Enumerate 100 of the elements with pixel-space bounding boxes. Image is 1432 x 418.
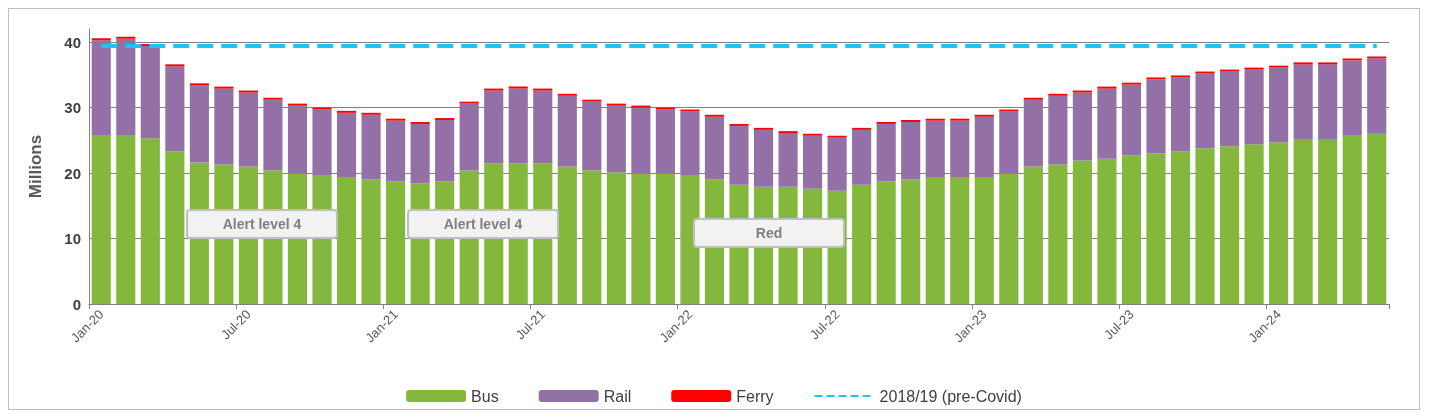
bar [803, 135, 823, 189]
y-tick-label: 0 [72, 295, 81, 313]
bar [1146, 153, 1166, 304]
bar [901, 179, 921, 304]
bar [974, 177, 994, 304]
bar [557, 166, 577, 304]
bar [459, 103, 479, 171]
bar [1244, 69, 1264, 145]
bar [1293, 64, 1313, 139]
bar [336, 177, 357, 304]
bar [999, 173, 1019, 304]
bar [1023, 99, 1043, 167]
bar [925, 177, 945, 304]
bar [1048, 95, 1068, 165]
bar [1342, 60, 1362, 136]
y-tick-label: 40 [64, 33, 81, 51]
bar [582, 101, 602, 171]
bar [1293, 139, 1313, 304]
bar [140, 138, 160, 304]
bar [410, 123, 430, 184]
annotation: Alert level 4 [222, 216, 302, 232]
bar [91, 135, 111, 304]
bar [165, 151, 185, 304]
legend-label: Bus [471, 387, 499, 405]
bar [116, 38, 136, 136]
annotation: Red [755, 225, 783, 241]
bar [1269, 142, 1289, 304]
bar [1367, 58, 1387, 134]
bar [508, 88, 528, 164]
bar [1367, 133, 1387, 304]
legend-label: 2018/19 (pre-Covid) [879, 387, 1022, 405]
bar [1146, 79, 1166, 154]
bar [1195, 148, 1215, 304]
bar [165, 66, 185, 152]
bar [1318, 64, 1338, 139]
bar [655, 173, 675, 304]
bar [606, 105, 626, 173]
bar [533, 90, 553, 164]
bar [1097, 158, 1117, 304]
bar [680, 175, 700, 304]
bar [950, 120, 970, 178]
bar [1048, 164, 1068, 304]
y-axis-title: Millions [26, 134, 45, 199]
bar [361, 179, 381, 304]
bar [238, 92, 258, 167]
bar [263, 99, 283, 171]
bar [631, 173, 651, 304]
y-tick-label: 10 [64, 230, 81, 248]
bar [1318, 139, 1338, 304]
bar [1170, 151, 1191, 304]
bar [729, 125, 749, 185]
bar [386, 120, 406, 182]
bar [361, 114, 381, 180]
bar [1170, 77, 1191, 152]
bar [1269, 67, 1289, 143]
bar [557, 95, 577, 167]
bar [1023, 166, 1043, 304]
bar [484, 90, 504, 164]
bar [925, 120, 945, 178]
y-tick-label: 30 [64, 99, 81, 117]
legend-label: Ferry [736, 387, 774, 405]
y-tick-label: 20 [64, 164, 81, 182]
bar [312, 109, 332, 176]
bar [631, 107, 651, 174]
callout-box: Alert level 4 [186, 209, 338, 239]
bar [655, 109, 675, 174]
bar [827, 137, 847, 191]
callout-box: Red [693, 218, 845, 248]
bar [1072, 160, 1092, 304]
legend-label: Rail [603, 387, 632, 405]
bar [1195, 73, 1215, 149]
bar [852, 184, 872, 304]
bar [189, 85, 209, 163]
bar [1121, 84, 1142, 156]
bar [1220, 71, 1240, 147]
bar [214, 88, 234, 165]
bar [974, 116, 994, 178]
bar [999, 111, 1019, 174]
bar [704, 116, 725, 180]
bar [582, 170, 602, 304]
bar [1072, 92, 1092, 161]
bar [1121, 155, 1142, 304]
bar [901, 121, 921, 180]
bar [1342, 135, 1362, 304]
bar [680, 111, 700, 176]
bar [386, 181, 406, 304]
bar [876, 123, 896, 182]
bar [116, 135, 136, 304]
bar [336, 112, 357, 178]
annotation: Alert level 4 [443, 216, 523, 232]
bar [435, 120, 455, 182]
bar [287, 105, 308, 174]
bar [778, 133, 798, 187]
bar [91, 40, 111, 136]
bar [140, 46, 160, 139]
bar [1244, 144, 1264, 304]
bar [852, 129, 872, 185]
bar [950, 177, 970, 304]
bar [1220, 146, 1240, 304]
bar [876, 181, 896, 304]
